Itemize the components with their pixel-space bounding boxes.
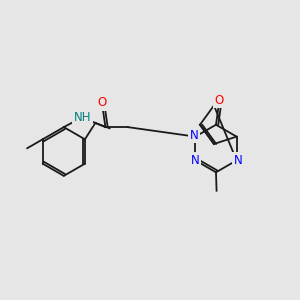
Text: N: N: [191, 154, 200, 167]
Text: NH: NH: [74, 111, 91, 124]
Text: O: O: [98, 96, 107, 109]
Text: N: N: [234, 154, 242, 167]
Text: N: N: [190, 129, 198, 142]
Text: O: O: [214, 94, 224, 106]
